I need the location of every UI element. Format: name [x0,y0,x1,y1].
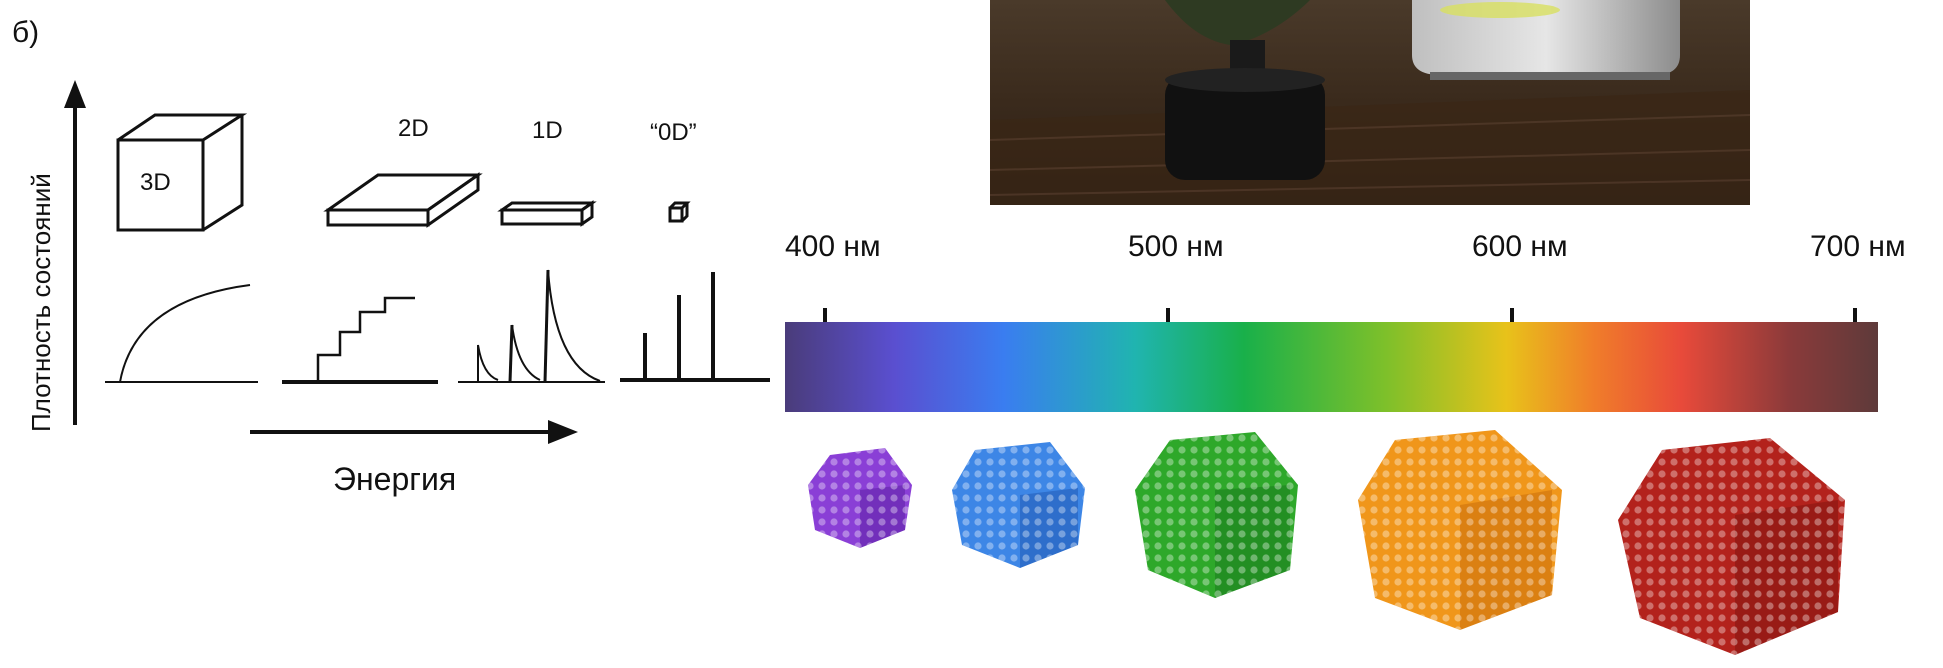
dimension-label-1d: 1D [532,117,563,144]
dos-curve-1d [458,269,605,383]
nanocrystal-violet [808,448,912,548]
y-axis-label: Плотность состояний [26,173,56,432]
tick-label-400: 400 нм [785,230,881,263]
wire-1d-icon [497,200,597,227]
slab-2d-icon [323,172,483,228]
dimension-label-0d: “0D” [650,119,697,146]
spectrum-bar [785,322,1878,412]
dos-curve-3d [105,284,258,383]
photo [989,0,1751,205]
dos-curve-0d [620,272,770,382]
dimension-label-3d: 3D [140,169,171,196]
dimension-label-2d: 2D [398,115,429,142]
density-of-states-diagram [64,80,770,444]
x-axis-arrowhead [548,420,578,444]
tick-label-500: 500 нм [1128,230,1224,263]
nanocrystal-green [1135,432,1298,598]
nanocrystal-red [1618,438,1845,655]
panel-label: б) [12,16,39,49]
nanocrystal-orange [1358,430,1562,630]
dot-0d-icon [668,201,691,223]
x-axis-label: Энергия [333,461,456,497]
y-axis-arrowhead [64,80,86,108]
tick-label-600: 600 нм [1472,230,1568,263]
cube-3d-icon [116,113,248,232]
nanocrystal-blue [952,442,1085,568]
dos-curve-2d [282,296,438,384]
tick-label-700: 700 нм [1810,230,1906,263]
